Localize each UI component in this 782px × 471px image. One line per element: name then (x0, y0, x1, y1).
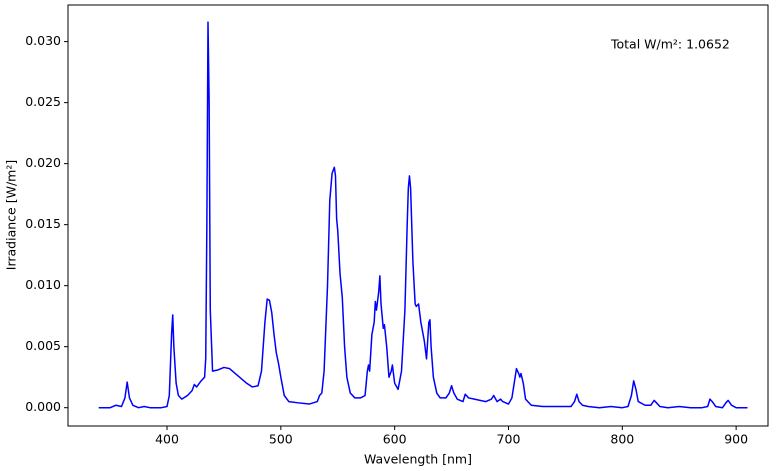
y-tick-label: 0.005 (25, 338, 61, 353)
y-tick-label: 0.020 (25, 155, 61, 170)
x-tick-label: 400 (155, 432, 179, 447)
x-axis-label: Wavelength [nm] (364, 452, 472, 467)
x-tick-label: 600 (383, 432, 407, 447)
spectrum-line (98, 21, 748, 409)
y-tick-label: 0.015 (25, 216, 61, 231)
y-axis-label: Irradiance [W/m²] (4, 160, 19, 270)
x-tick-label: 800 (610, 432, 634, 447)
x-tick-label: 700 (497, 432, 521, 447)
y-tick-label: 0.010 (25, 277, 61, 292)
y-tick-label: 0.025 (25, 94, 61, 109)
y-tick-label: 0.000 (25, 399, 61, 414)
y-tick-label: 0.030 (25, 33, 61, 48)
plot-frame (67, 4, 769, 427)
x-tick-label: 900 (724, 432, 748, 447)
annotation: Total W/m²: 1.0652 (610, 37, 730, 52)
x-tick-label: 500 (269, 432, 293, 447)
